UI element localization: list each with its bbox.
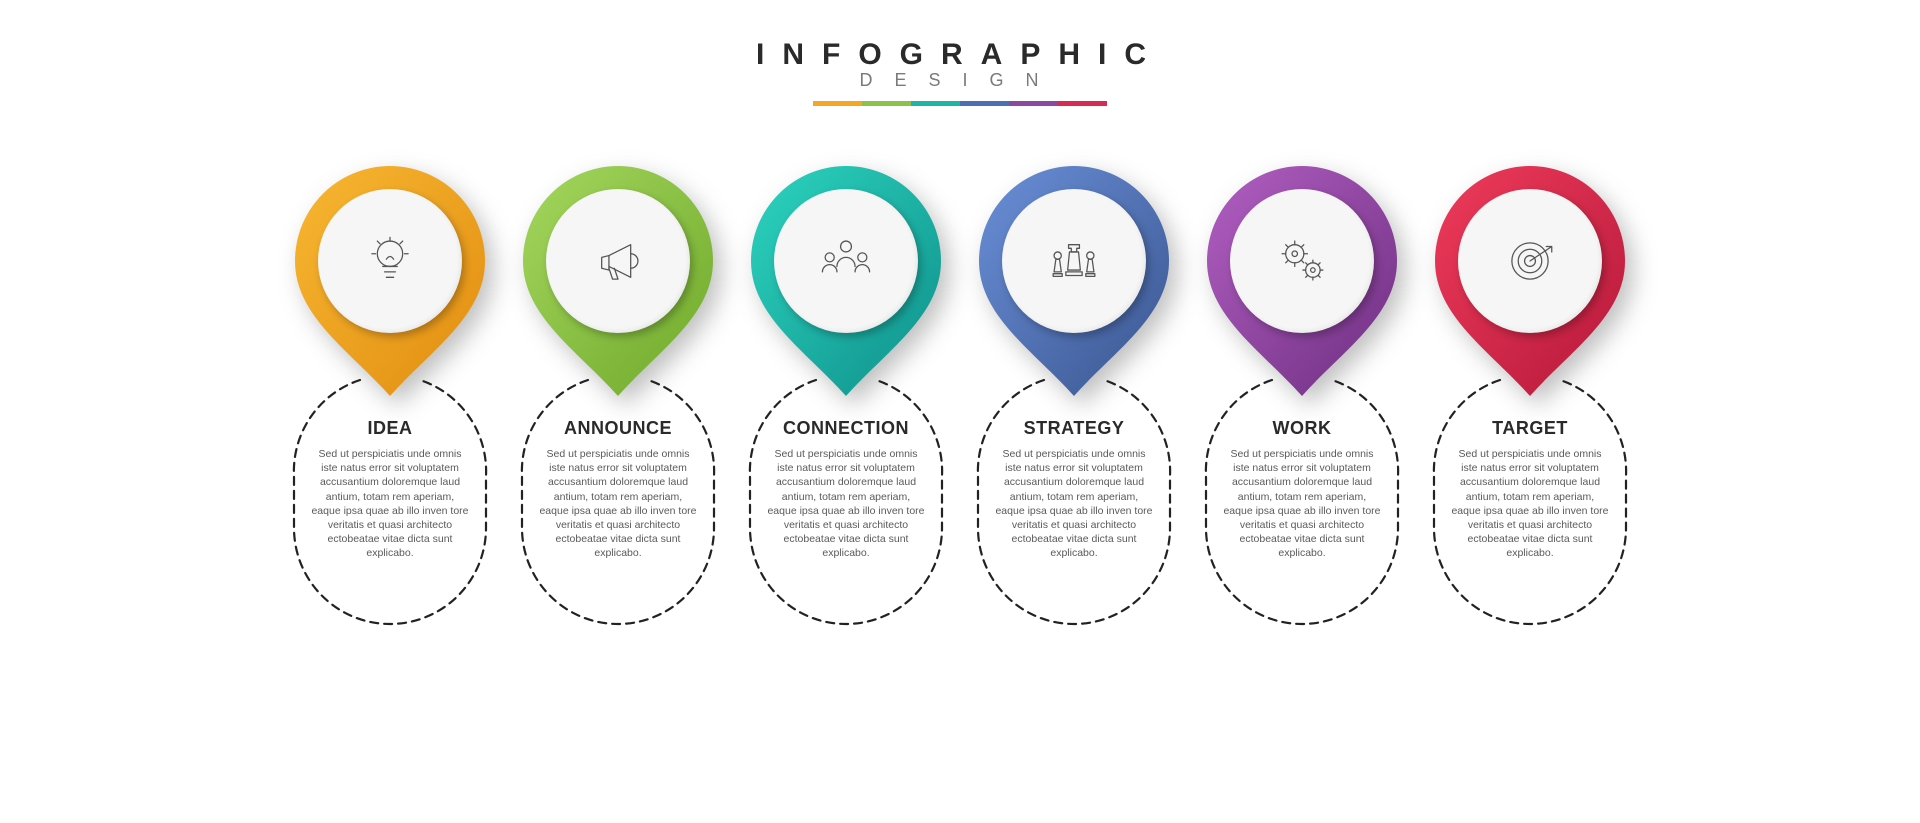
step-description: Sed ut perspiciatis unde omnis iste natu… [1450, 447, 1610, 560]
header: INFOGRAPHIC DESIGN [756, 38, 1164, 106]
step-3: CONNECTION Sed ut perspiciatis unde omni… [751, 166, 941, 626]
step-2: ANNOUNCE Sed ut perspiciatis unde omnis … [523, 166, 713, 626]
pin-inner-circle [318, 189, 462, 333]
pin-inner-circle [774, 189, 918, 333]
pin-marker [979, 166, 1169, 396]
text-bubble: ANNOUNCE Sed ut perspiciatis unde omnis … [520, 376, 716, 626]
pin-marker [751, 166, 941, 396]
text-bubble: IDEA Sed ut perspiciatis unde omnis iste… [292, 376, 488, 626]
text-bubble: STRATEGY Sed ut perspiciatis unde omnis … [976, 376, 1172, 626]
gears-icon [1273, 232, 1331, 290]
people-icon [817, 232, 875, 290]
pin-inner-circle [1002, 189, 1146, 333]
underline-segment [813, 101, 862, 106]
step-title: IDEA [367, 418, 412, 439]
underline-segment [960, 101, 1009, 106]
steps-row: IDEA Sed ut perspiciatis unde omnis iste… [295, 166, 1625, 626]
title-underline [756, 101, 1164, 106]
step-6: TARGET Sed ut perspiciatis unde omnis is… [1435, 166, 1625, 626]
step-5: WORK Sed ut perspiciatis unde omnis iste… [1207, 166, 1397, 626]
lightbulb-icon [361, 232, 419, 290]
pin-marker [523, 166, 713, 396]
underline-segment [862, 101, 911, 106]
megaphone-icon [589, 232, 647, 290]
step-1: IDEA Sed ut perspiciatis unde omnis iste… [295, 166, 485, 626]
pin-marker [295, 166, 485, 396]
title-sub: DESIGN [756, 70, 1164, 91]
step-description: Sed ut perspiciatis unde omnis iste natu… [1222, 447, 1382, 560]
underline-segment [1058, 101, 1107, 106]
pin-marker [1435, 166, 1625, 396]
step-description: Sed ut perspiciatis unde omnis iste natu… [310, 447, 470, 560]
text-bubble: CONNECTION Sed ut perspiciatis unde omni… [748, 376, 944, 626]
step-title: WORK [1273, 418, 1332, 439]
step-4: STRATEGY Sed ut perspiciatis unde omnis … [979, 166, 1169, 626]
underline-segment [1009, 101, 1058, 106]
title-main: INFOGRAPHIC [756, 38, 1164, 72]
target-icon [1501, 232, 1559, 290]
step-description: Sed ut perspiciatis unde omnis iste natu… [538, 447, 698, 560]
underline-segment [911, 101, 960, 106]
chess-icon [1045, 232, 1103, 290]
step-title: ANNOUNCE [564, 418, 672, 439]
step-title: CONNECTION [783, 418, 909, 439]
pin-inner-circle [546, 189, 690, 333]
pin-inner-circle [1230, 189, 1374, 333]
step-description: Sed ut perspiciatis unde omnis iste natu… [766, 447, 926, 560]
text-bubble: WORK Sed ut perspiciatis unde omnis iste… [1204, 376, 1400, 626]
pin-inner-circle [1458, 189, 1602, 333]
pin-marker [1207, 166, 1397, 396]
text-bubble: TARGET Sed ut perspiciatis unde omnis is… [1432, 376, 1628, 626]
step-title: TARGET [1492, 418, 1568, 439]
step-title: STRATEGY [1024, 418, 1125, 439]
step-description: Sed ut perspiciatis unde omnis iste natu… [994, 447, 1154, 560]
